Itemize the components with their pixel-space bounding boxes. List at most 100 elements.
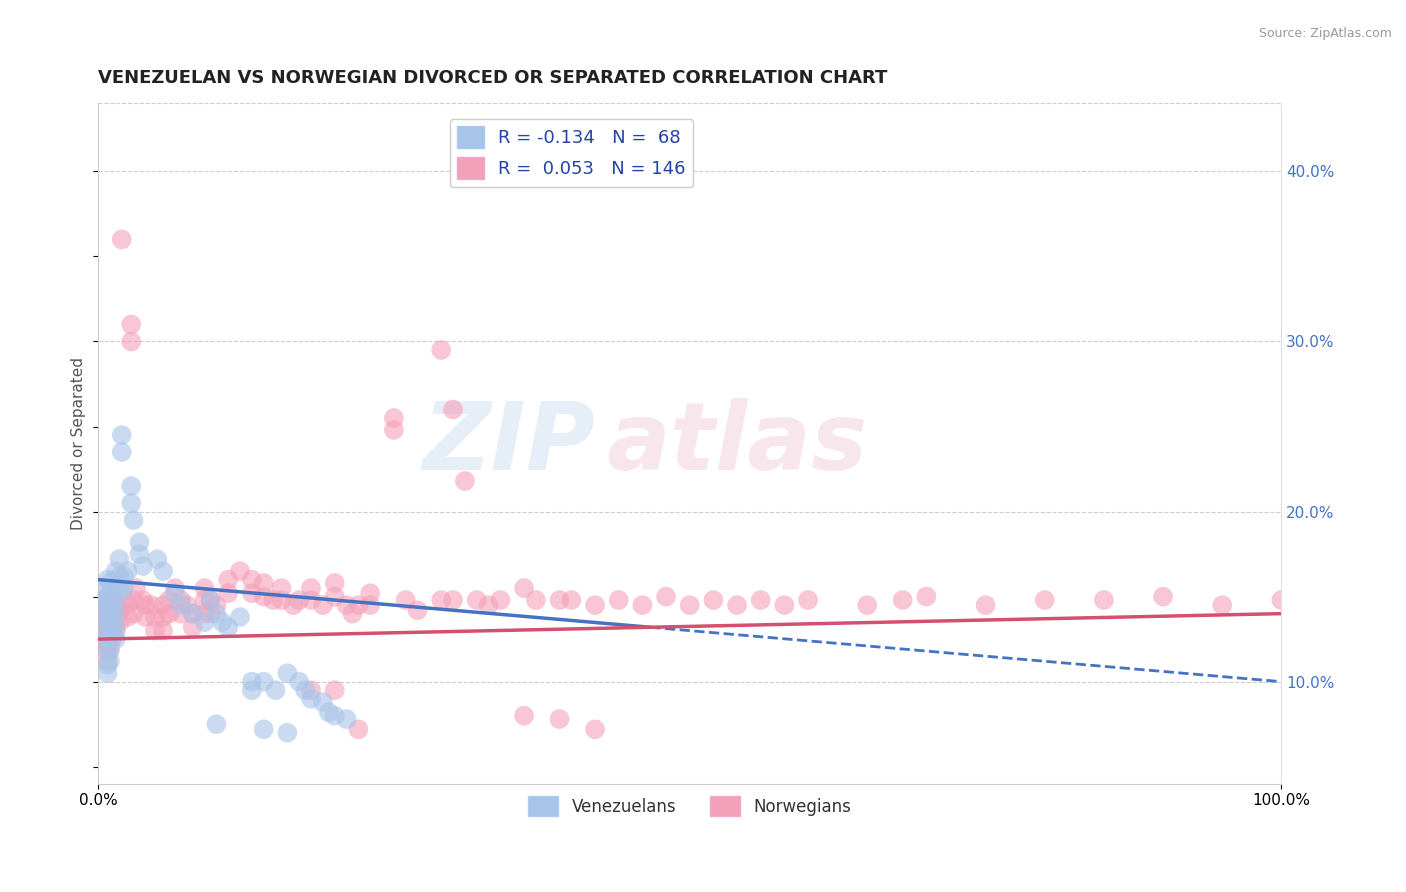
Point bbox=[749, 593, 772, 607]
Point bbox=[112, 569, 135, 583]
Point bbox=[702, 593, 724, 607]
Point bbox=[299, 691, 322, 706]
Point bbox=[489, 593, 512, 607]
Point bbox=[655, 590, 678, 604]
Point bbox=[288, 593, 311, 607]
Point bbox=[406, 603, 429, 617]
Point bbox=[112, 581, 135, 595]
Point bbox=[96, 615, 118, 629]
Point bbox=[318, 706, 340, 720]
Point bbox=[98, 607, 121, 621]
Point bbox=[141, 598, 163, 612]
Point bbox=[560, 593, 582, 607]
Point bbox=[125, 581, 148, 595]
Point bbox=[240, 586, 263, 600]
Point bbox=[108, 569, 131, 583]
Point bbox=[240, 573, 263, 587]
Point bbox=[146, 552, 169, 566]
Point bbox=[276, 666, 298, 681]
Point bbox=[98, 593, 121, 607]
Point bbox=[170, 593, 193, 607]
Point bbox=[96, 573, 118, 587]
Point bbox=[253, 723, 276, 737]
Point bbox=[1152, 590, 1174, 604]
Point bbox=[108, 552, 131, 566]
Point bbox=[797, 593, 820, 607]
Point bbox=[323, 590, 346, 604]
Text: ZIP: ZIP bbox=[422, 398, 595, 490]
Point bbox=[152, 624, 174, 638]
Point bbox=[104, 620, 127, 634]
Point bbox=[101, 607, 124, 621]
Y-axis label: Divorced or Separated: Divorced or Separated bbox=[72, 357, 86, 530]
Point bbox=[181, 620, 204, 634]
Point bbox=[359, 586, 381, 600]
Point bbox=[96, 632, 118, 647]
Point bbox=[112, 593, 135, 607]
Point bbox=[98, 620, 121, 634]
Point bbox=[128, 547, 150, 561]
Point bbox=[193, 607, 215, 621]
Point bbox=[477, 598, 499, 612]
Point bbox=[93, 593, 115, 607]
Point bbox=[200, 593, 222, 607]
Point bbox=[342, 607, 364, 621]
Point bbox=[323, 683, 346, 698]
Point bbox=[359, 598, 381, 612]
Point bbox=[773, 598, 796, 612]
Point bbox=[108, 603, 131, 617]
Point bbox=[548, 712, 571, 726]
Point bbox=[96, 637, 118, 651]
Point bbox=[229, 610, 252, 624]
Point bbox=[299, 581, 322, 595]
Point bbox=[205, 607, 228, 621]
Point bbox=[323, 708, 346, 723]
Point bbox=[111, 232, 134, 246]
Point bbox=[104, 581, 127, 595]
Point bbox=[170, 607, 193, 621]
Point bbox=[98, 576, 121, 591]
Point bbox=[283, 598, 305, 612]
Point bbox=[323, 576, 346, 591]
Point bbox=[270, 581, 292, 595]
Point bbox=[152, 564, 174, 578]
Point bbox=[108, 615, 131, 629]
Point bbox=[104, 598, 127, 612]
Point bbox=[193, 581, 215, 595]
Point bbox=[347, 723, 370, 737]
Point bbox=[93, 607, 115, 621]
Point bbox=[176, 598, 198, 612]
Point bbox=[170, 598, 193, 612]
Point bbox=[96, 666, 118, 681]
Point bbox=[163, 586, 186, 600]
Point bbox=[1211, 598, 1233, 612]
Point bbox=[264, 683, 287, 698]
Point bbox=[96, 624, 118, 638]
Point bbox=[430, 593, 453, 607]
Point bbox=[441, 593, 464, 607]
Point bbox=[548, 593, 571, 607]
Point bbox=[104, 632, 127, 647]
Point bbox=[108, 581, 131, 595]
Point bbox=[122, 513, 145, 527]
Point bbox=[96, 590, 118, 604]
Point bbox=[312, 598, 335, 612]
Point bbox=[181, 607, 204, 621]
Point bbox=[104, 624, 127, 638]
Point bbox=[205, 598, 228, 612]
Point bbox=[128, 535, 150, 549]
Point bbox=[93, 620, 115, 634]
Point bbox=[120, 334, 142, 349]
Point bbox=[96, 657, 118, 672]
Point bbox=[134, 610, 156, 624]
Point bbox=[101, 586, 124, 600]
Point bbox=[253, 590, 276, 604]
Point bbox=[1270, 593, 1292, 607]
Point bbox=[299, 683, 322, 698]
Legend: Venezuelans, Norwegians: Venezuelans, Norwegians bbox=[522, 789, 858, 823]
Text: atlas: atlas bbox=[607, 398, 868, 490]
Point bbox=[111, 445, 134, 459]
Point bbox=[217, 573, 239, 587]
Point bbox=[217, 586, 239, 600]
Point bbox=[96, 644, 118, 658]
